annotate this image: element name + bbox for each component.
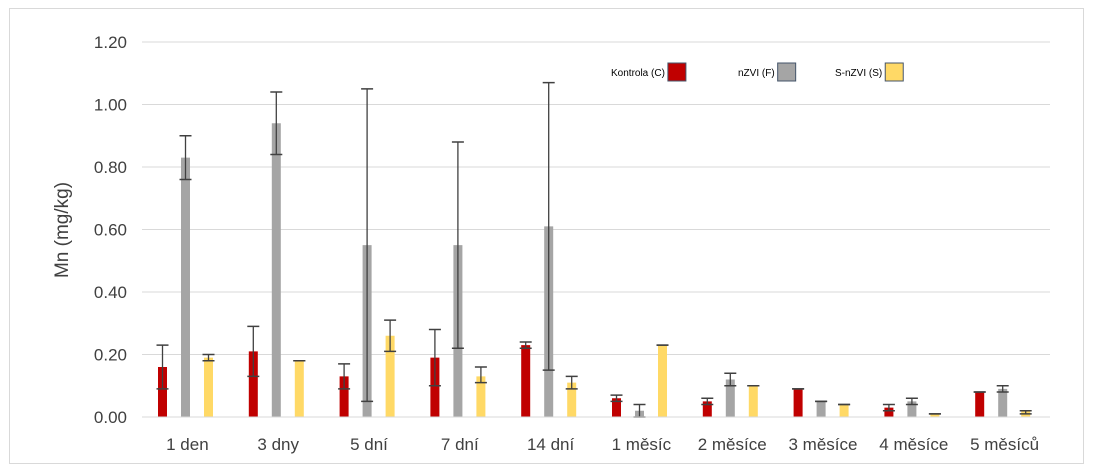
bar xyxy=(521,345,531,417)
x-tick-label: 4 měsíce xyxy=(879,435,948,454)
bar xyxy=(975,392,985,417)
x-tick-label: 3 dny xyxy=(257,435,299,454)
y-tick-label: 0.80 xyxy=(94,158,127,177)
bar xyxy=(839,404,849,417)
bar xyxy=(385,335,395,417)
bar xyxy=(612,398,621,417)
bar xyxy=(793,388,803,417)
bar xyxy=(271,123,281,417)
error-bars xyxy=(156,81,1032,418)
bar xyxy=(930,413,940,417)
y-axis-ticks: 0.00 0.20 0.40 0.60 0.80 1.00 1.20 xyxy=(94,33,127,427)
bar xyxy=(430,357,440,417)
legend-label: S-nZVI (S) xyxy=(835,68,882,79)
bar xyxy=(658,345,667,417)
x-tick-label: 1 měsíc xyxy=(612,435,672,454)
bar xyxy=(294,360,304,417)
bar xyxy=(816,401,826,417)
bar xyxy=(567,382,577,417)
x-tick-label: 1 den xyxy=(166,435,209,454)
y-tick-label: 0.40 xyxy=(94,283,127,302)
bar xyxy=(748,385,758,417)
legend-swatch xyxy=(667,62,687,82)
bar xyxy=(884,407,894,417)
gridlines xyxy=(142,41,1050,355)
legend-label: nZVI (F) xyxy=(738,68,775,79)
bar xyxy=(907,401,917,417)
x-axis-ticks: 1 den 3 dny 5 dní 7 dní 14 dní 1 měsíc 2 měsíc… xyxy=(166,435,1039,454)
legend-label: Kontrola (C) xyxy=(611,68,665,79)
x-tick-label: 7 dní xyxy=(441,435,479,454)
x-tick-label: 3 měsíce xyxy=(789,435,858,454)
y-tick-label: 0.60 xyxy=(94,221,127,240)
y-tick-label: 1.00 xyxy=(94,96,127,115)
y-tick-label: 0.20 xyxy=(94,346,127,365)
x-tick-label: 5 měsíců xyxy=(970,435,1039,454)
legend-swatch xyxy=(777,62,797,82)
x-tick-label: 5 dní xyxy=(350,435,388,454)
legend-swatch xyxy=(884,62,904,82)
bar xyxy=(476,376,486,417)
bar xyxy=(158,367,167,417)
bar xyxy=(181,157,190,417)
bar xyxy=(248,351,258,417)
bar xyxy=(725,379,735,417)
y-tick-label: 1.20 xyxy=(94,33,127,52)
bar xyxy=(702,401,712,417)
x-tick-label: 2 měsíce xyxy=(698,435,767,454)
y-axis-label: Mn (mg/kg) xyxy=(52,182,73,278)
bar xyxy=(998,388,1008,417)
x-tick-label: 14 dní xyxy=(527,435,575,454)
bar xyxy=(204,357,213,417)
y-tick-label: 0.00 xyxy=(94,408,127,427)
legend: Kontrola (C) nZVI (F) S-nZVI (S) xyxy=(611,62,904,82)
bar xyxy=(339,376,349,417)
